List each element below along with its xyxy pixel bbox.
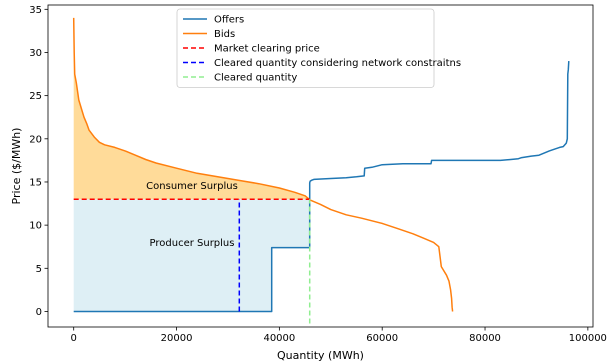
y-tick-label: 25 [29,91,42,102]
x-tick-label: 40000 [263,333,295,344]
legend-label: Offers [214,15,244,26]
legend-label: Cleared quantity [214,73,297,84]
y-tick-label: 20 [29,134,42,145]
y-axis-label: Price ($/MWh) [10,128,23,205]
series-line-offers [73,61,570,313]
x-tick-label: 20000 [161,333,193,344]
plot-area: Consumer Surplus Producer Surplus [72,17,570,324]
y-tick-label: 0 [36,307,42,318]
legend-box [176,8,435,88]
axes-frame [47,4,594,328]
y-tick-label: 10 [29,221,42,232]
legend-label: Bids [214,29,235,40]
legend: Offers Bids Market clearing price Cleared q… [176,8,461,88]
y-tick-label: 30 [29,48,42,59]
y-tick-label: 5 [36,264,42,275]
series-line-bids [72,17,454,312]
axes: 0 20000 40000 60000 80000 100000 0 5 10 15 20 25 30 3… [29,4,607,344]
y-tick-label: 35 [29,5,42,16]
x-tick-label: 80000 [469,333,501,344]
y-tick-label: 15 [29,177,42,188]
x-tick-label: 0 [71,333,77,344]
x-tick-label: 100000 [569,333,607,344]
consumer-surplus-area [73,17,310,200]
x-axis-label: Quantity (MWh) [277,349,364,362]
legend-label: Market clearing price [214,44,320,55]
legend-label: Cleared quantity considering network con… [214,58,461,69]
consumer-surplus-label: Consumer Surplus [146,181,238,192]
producer-surplus-label: Producer Surplus [150,238,235,249]
producer-surplus-area [73,199,310,312]
x-tick-label: 60000 [366,333,398,344]
